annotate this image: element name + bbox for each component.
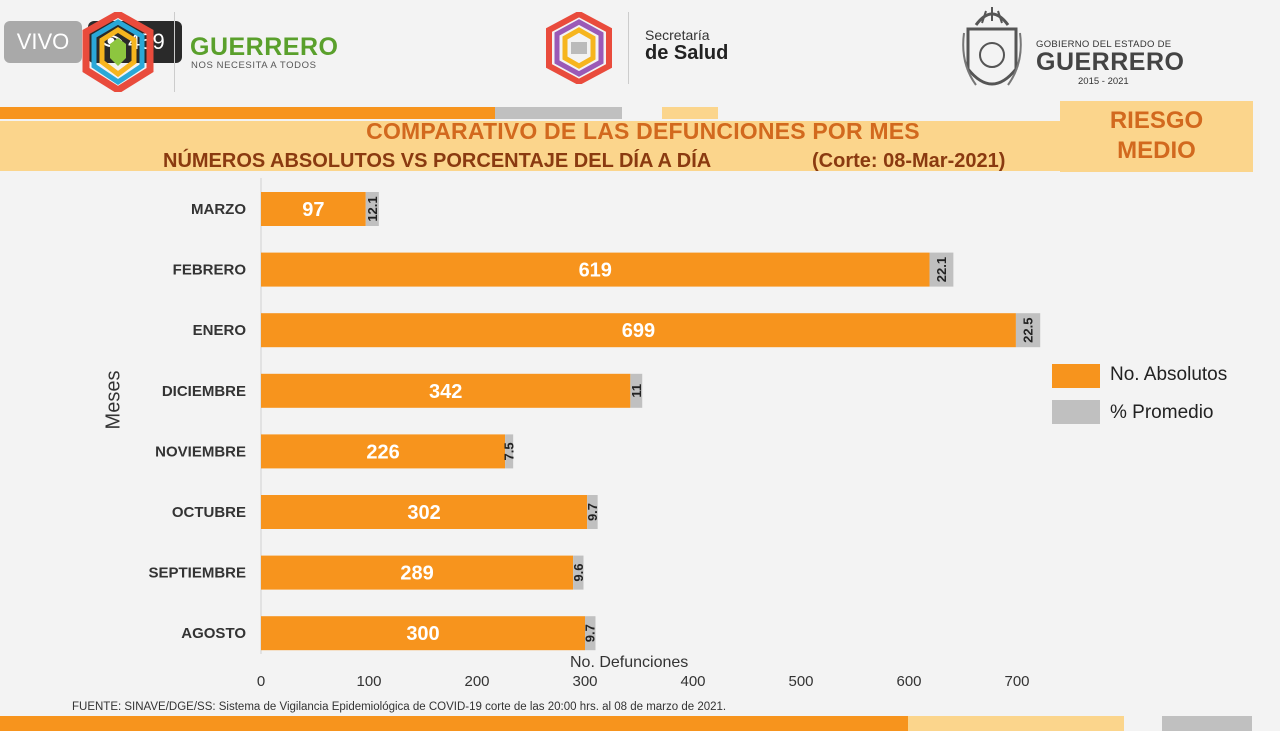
x-tick-label: 200: [464, 673, 489, 690]
category-label: DICIEMBRE: [162, 383, 246, 400]
chart-cutoff: (Corte: 08-Mar-2021): [812, 150, 1006, 172]
data-label-absolutos: 97: [302, 199, 324, 221]
data-label-absolutos: 289: [400, 563, 433, 585]
x-tick-label: 0: [257, 673, 265, 690]
bar-absolutos: [261, 555, 574, 590]
x-tick-label: 300: [572, 673, 597, 690]
x-tick-label: 700: [1004, 673, 1029, 690]
legend-swatch-absolutos: [1052, 364, 1100, 388]
risk-line1: RIESGO: [1109, 107, 1204, 134]
bar-promedio: [587, 495, 598, 529]
x-tick-label: 600: [896, 673, 921, 690]
guerrero-logo: [82, 12, 154, 92]
chart-title: COMPARATIVO DE LAS DEFUNCIONES POR MES: [366, 118, 920, 144]
category-label: MARZO: [191, 201, 246, 218]
legend-label-absolutos: No. Absolutos: [1110, 364, 1228, 385]
bar-absolutos: [261, 373, 631, 408]
footer-strip-light: [908, 716, 1124, 731]
category-label: AGOSTO: [181, 625, 246, 642]
x-tick-label: 400: [680, 673, 705, 690]
secretaria-logo: [546, 12, 612, 84]
risk-label: RIESGO MEDIO: [1060, 106, 1253, 166]
secretaria-subtitle: de Salud: [645, 42, 729, 64]
bar-absolutos: [261, 495, 588, 529]
gov-period: 2015 - 2021: [1078, 76, 1129, 87]
bar-absolutos: [261, 313, 1016, 348]
bar-promedio: [505, 434, 514, 469]
data-label-promedio: 9.7: [585, 503, 600, 521]
data-label-absolutos: 699: [622, 320, 655, 342]
bar-promedio: [630, 373, 643, 408]
decor-strip-light: [662, 107, 718, 119]
category-label: ENERO: [193, 322, 247, 339]
brand-title: GUERRERO: [190, 33, 339, 61]
legend-swatch-promedio: [1052, 400, 1100, 424]
category-label: NOVIEMBRE: [155, 443, 246, 460]
x-tick-label: 100: [356, 673, 381, 690]
data-label-absolutos: 302: [407, 502, 440, 524]
category-label: FEBRERO: [173, 262, 247, 279]
y-axis-label: Meses: [102, 370, 125, 430]
data-label-absolutos: 342: [429, 381, 462, 403]
risk-box: [1060, 101, 1253, 172]
header: VIVO 459 GUERRERO NOS NECESITA A TODOS S…: [0, 0, 1280, 100]
live-badge: VIVO: [4, 21, 82, 63]
gov-label: GOBIERNO DEL ESTADO DE: [1036, 39, 1172, 50]
decor-strip-orange: [0, 107, 495, 119]
bar-absolutos: [261, 434, 506, 469]
bar-absolutos: [261, 252, 930, 287]
bar-promedio: [573, 555, 584, 590]
data-label-promedio: 9.7: [583, 624, 598, 642]
footer-strip-gray: [1162, 716, 1252, 731]
footer-strip-orange: [0, 716, 908, 731]
risk-line2: MEDIO: [1117, 137, 1196, 164]
data-label-promedio: 22.5: [1021, 318, 1036, 343]
source-note: FUENTE: SINAVE/DGE/SS: Sistema de Vigila…: [72, 701, 727, 713]
decor-strip-gray: [495, 107, 622, 119]
data-label-promedio: 7.5: [502, 442, 517, 460]
state-seal: [962, 7, 1022, 86]
legend-label-promedio: % Promedio: [1110, 402, 1214, 423]
bar-absolutos: [261, 192, 366, 226]
data-label-promedio: 12.1: [365, 196, 380, 221]
secretaria-title: Secretaría: [645, 27, 710, 43]
brand-subtitle: NOS NECESITA A TODOS: [191, 60, 317, 71]
data-label-promedio: 22.1: [934, 257, 949, 282]
bar-promedio: [929, 252, 954, 287]
header-divider: [174, 12, 175, 92]
chart-subtitle: NÚMEROS ABSOLUTOS VS PORCENTAJE DEL DÍA …: [163, 150, 712, 172]
bar-promedio: [585, 616, 596, 651]
data-label-absolutos: 619: [579, 260, 612, 282]
bar-promedio: [365, 192, 379, 226]
x-axis-label: No. Defunciones: [570, 654, 689, 671]
header-divider-2: [628, 12, 629, 84]
x-tick-label: 500: [788, 673, 813, 690]
title-band: [0, 121, 1060, 171]
bar-absolutos: [261, 616, 585, 651]
data-label-promedio: 9.6: [571, 564, 586, 582]
gov-state: GUERRERO: [1036, 48, 1185, 76]
bar-chart: MARZO 97 12.1 FEBRERO 619 22.1 ENERO 699 22.5 DIC…: [148, 178, 1041, 690]
category-label: SEPTIEMBRE: [148, 565, 246, 582]
bar-promedio: [1015, 313, 1041, 348]
data-label-promedio: 11: [629, 384, 644, 398]
data-label-absolutos: 226: [366, 441, 399, 463]
data-label-absolutos: 300: [406, 623, 439, 645]
category-label: OCTUBRE: [172, 504, 246, 521]
